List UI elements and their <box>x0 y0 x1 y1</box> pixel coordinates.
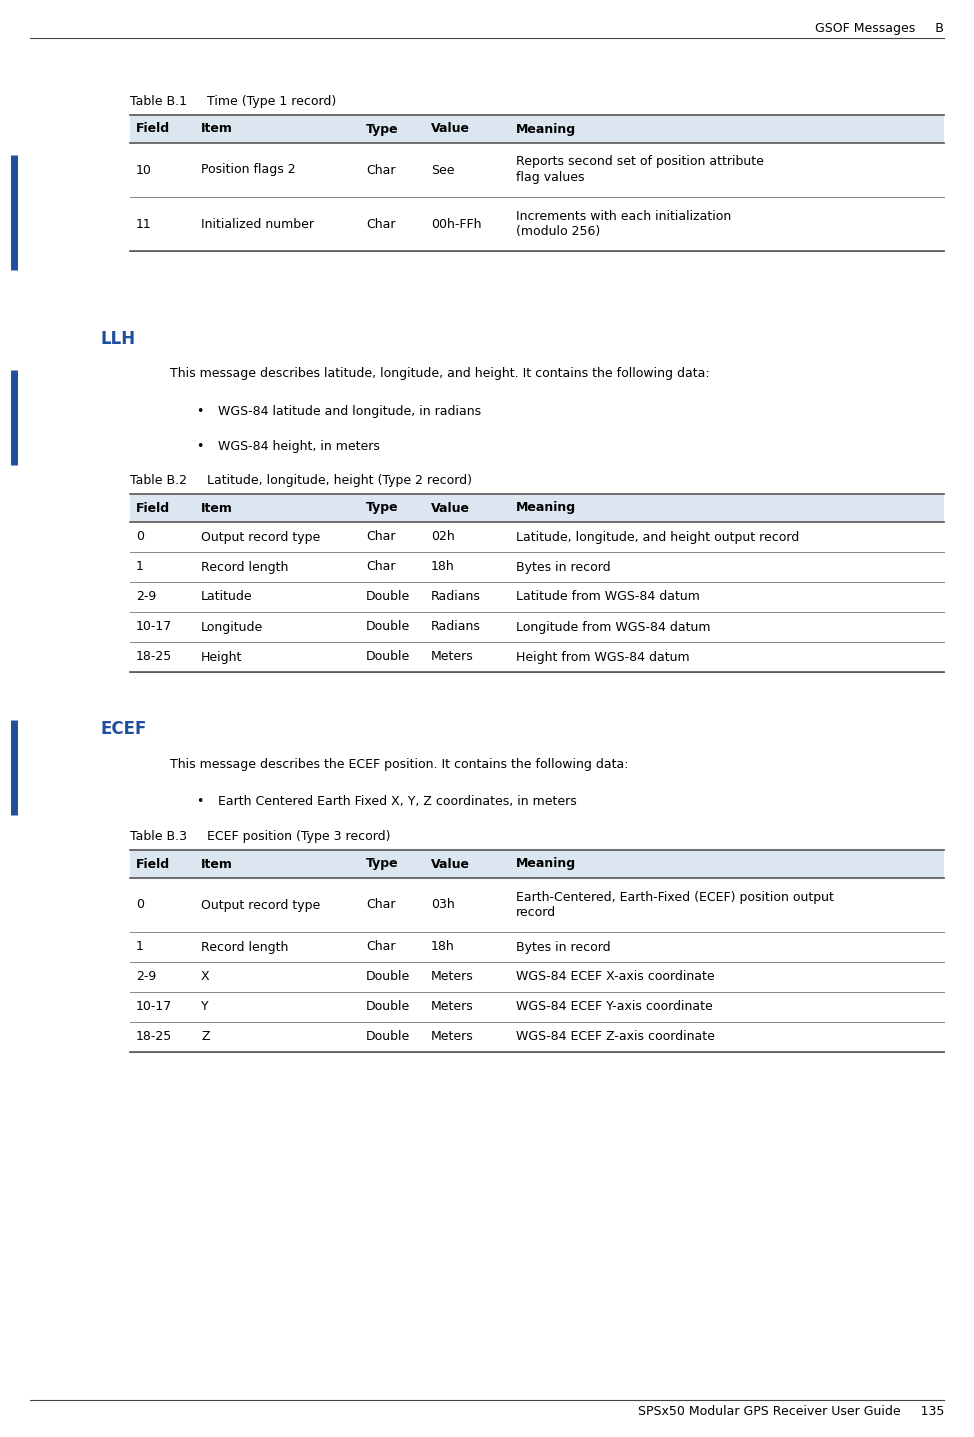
Text: Table B.1     Time (Type 1 record): Table B.1 Time (Type 1 record) <box>130 95 336 108</box>
Text: Char: Char <box>366 560 395 573</box>
Text: Meaning: Meaning <box>516 502 577 514</box>
Text: Value: Value <box>431 122 470 135</box>
Text: X: X <box>201 970 209 983</box>
Text: Meaning: Meaning <box>516 122 577 135</box>
Text: Longitude: Longitude <box>201 621 263 634</box>
Text: Initialized number: Initialized number <box>201 217 314 230</box>
Text: Reports second set of position attribute: Reports second set of position attribute <box>516 155 764 168</box>
Text: 0: 0 <box>136 530 144 543</box>
Text: 18h: 18h <box>431 560 455 573</box>
Text: 10: 10 <box>136 164 152 177</box>
Text: 1: 1 <box>136 560 144 573</box>
Text: Meters: Meters <box>431 1000 473 1013</box>
Text: Char: Char <box>366 898 395 911</box>
Text: Meters: Meters <box>431 651 473 664</box>
Text: 02h: 02h <box>431 530 455 543</box>
Text: Radians: Radians <box>431 621 481 634</box>
Text: 1: 1 <box>136 940 144 954</box>
Text: Double: Double <box>366 1030 410 1043</box>
Text: (modulo 256): (modulo 256) <box>516 226 600 239</box>
Text: WGS-84 latitude and longitude, in radians: WGS-84 latitude and longitude, in radian… <box>218 405 481 418</box>
Text: 2-9: 2-9 <box>136 970 156 983</box>
Text: Item: Item <box>201 858 233 871</box>
Text: Meters: Meters <box>431 1030 473 1043</box>
Text: Latitude: Latitude <box>201 591 252 604</box>
Text: Double: Double <box>366 651 410 664</box>
Text: Double: Double <box>366 1000 410 1013</box>
Text: Type: Type <box>366 122 398 135</box>
Bar <box>130 851 944 878</box>
Text: Output record type: Output record type <box>201 530 320 543</box>
Text: Radians: Radians <box>431 591 481 604</box>
Text: Z: Z <box>201 1030 209 1043</box>
Text: This message describes latitude, longitude, and height. It contains the followin: This message describes latitude, longitu… <box>170 366 710 379</box>
Text: Meaning: Meaning <box>516 858 577 871</box>
Text: Latitude, longitude, and height output record: Latitude, longitude, and height output r… <box>516 530 800 543</box>
Text: Field: Field <box>136 122 170 135</box>
Text: Record length: Record length <box>201 560 288 573</box>
Text: 2-9: 2-9 <box>136 591 156 604</box>
Text: Height: Height <box>201 651 243 664</box>
Text: Double: Double <box>366 970 410 983</box>
Text: This message describes the ECEF position. It contains the following data:: This message describes the ECEF position… <box>170 757 628 772</box>
Text: WGS-84 ECEF Y-axis coordinate: WGS-84 ECEF Y-axis coordinate <box>516 1000 713 1013</box>
Text: •: • <box>197 405 204 418</box>
Text: Earth-Centered, Earth-Fixed (ECEF) position output: Earth-Centered, Earth-Fixed (ECEF) posit… <box>516 891 834 904</box>
Text: Item: Item <box>201 502 233 514</box>
Text: WGS-84 height, in meters: WGS-84 height, in meters <box>218 440 380 453</box>
Text: flag values: flag values <box>516 171 584 184</box>
Text: Char: Char <box>366 530 395 543</box>
Text: Item: Item <box>201 122 233 135</box>
Text: 18-25: 18-25 <box>136 1030 172 1043</box>
Text: 18h: 18h <box>431 940 455 954</box>
Text: Double: Double <box>366 591 410 604</box>
Bar <box>130 494 944 522</box>
Text: Type: Type <box>366 502 398 514</box>
Text: 10-17: 10-17 <box>136 621 172 634</box>
Text: WGS-84 ECEF X-axis coordinate: WGS-84 ECEF X-axis coordinate <box>516 970 715 983</box>
Text: Field: Field <box>136 858 170 871</box>
Bar <box>130 115 944 144</box>
Text: Type: Type <box>366 858 398 871</box>
Text: 18-25: 18-25 <box>136 651 172 664</box>
Text: Position flags 2: Position flags 2 <box>201 164 296 177</box>
Text: Char: Char <box>366 164 395 177</box>
Text: record: record <box>516 907 556 920</box>
Text: WGS-84 ECEF Z-axis coordinate: WGS-84 ECEF Z-axis coordinate <box>516 1030 715 1043</box>
Text: 10-17: 10-17 <box>136 1000 172 1013</box>
Text: 0: 0 <box>136 898 144 911</box>
Text: •: • <box>197 440 204 453</box>
Text: LLH: LLH <box>100 331 135 348</box>
Text: Output record type: Output record type <box>201 898 320 911</box>
Text: Height from WGS-84 datum: Height from WGS-84 datum <box>516 651 690 664</box>
Text: Field: Field <box>136 502 170 514</box>
Text: Bytes in record: Bytes in record <box>516 940 611 954</box>
Text: Latitude from WGS-84 datum: Latitude from WGS-84 datum <box>516 591 700 604</box>
Text: Char: Char <box>366 217 395 230</box>
Text: GSOF Messages     B: GSOF Messages B <box>815 22 944 34</box>
Text: Bytes in record: Bytes in record <box>516 560 611 573</box>
Text: Value: Value <box>431 502 470 514</box>
Text: 00h-FFh: 00h-FFh <box>431 217 481 230</box>
Text: Meters: Meters <box>431 970 473 983</box>
Text: Longitude from WGS-84 datum: Longitude from WGS-84 datum <box>516 621 710 634</box>
Text: Table B.3     ECEF position (Type 3 record): Table B.3 ECEF position (Type 3 record) <box>130 831 391 844</box>
Text: Char: Char <box>366 940 395 954</box>
Text: Increments with each initialization: Increments with each initialization <box>516 210 731 223</box>
Text: See: See <box>431 164 455 177</box>
Text: ECEF: ECEF <box>100 720 146 739</box>
Text: •: • <box>197 795 204 808</box>
Text: Value: Value <box>431 858 470 871</box>
Text: Record length: Record length <box>201 940 288 954</box>
Text: Earth Centered Earth Fixed X, Y, Z coordinates, in meters: Earth Centered Earth Fixed X, Y, Z coord… <box>218 795 577 808</box>
Text: Table B.2     Latitude, longitude, height (Type 2 record): Table B.2 Latitude, longitude, height (T… <box>130 474 472 487</box>
Text: 03h: 03h <box>431 898 455 911</box>
Text: Double: Double <box>366 621 410 634</box>
Text: 11: 11 <box>136 217 152 230</box>
Text: SPSx50 Modular GPS Receiver User Guide     135: SPSx50 Modular GPS Receiver User Guide 1… <box>638 1405 944 1418</box>
Text: Y: Y <box>201 1000 208 1013</box>
